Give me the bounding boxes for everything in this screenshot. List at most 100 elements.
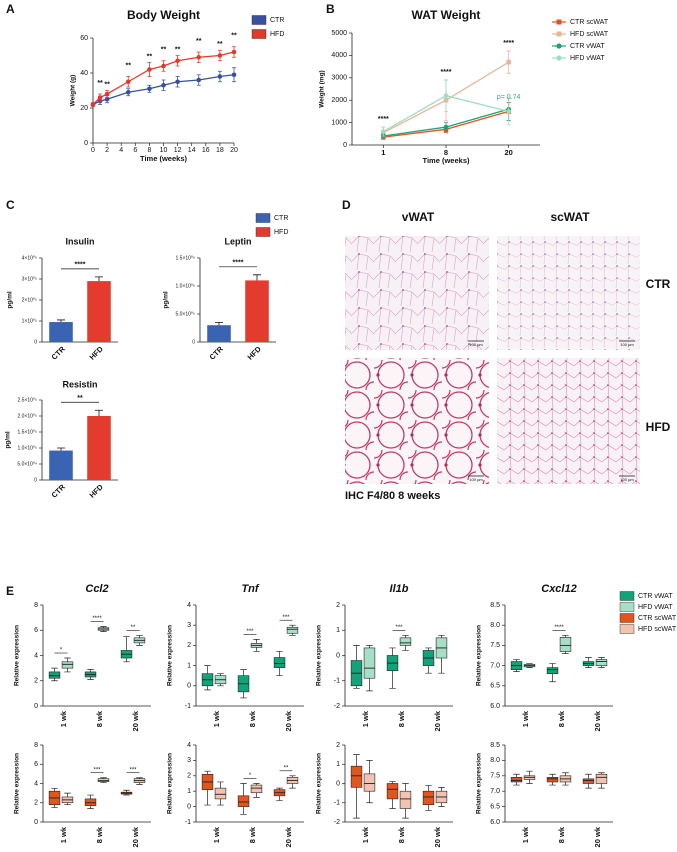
y-axis-label: Relative expression [167, 625, 174, 686]
y-tick-label: -1 [334, 800, 340, 807]
panel-label: A [6, 2, 15, 16]
bar [245, 280, 269, 342]
legend-label: CTR vWAT [570, 43, 605, 50]
y-tick-label: 7.5 [490, 642, 500, 649]
significance: ** [77, 395, 83, 402]
y-tick-label: 2.5×10⁰⁵ [17, 397, 37, 403]
error-bar [57, 319, 65, 323]
column-label: scWAT [550, 210, 590, 224]
y-tick-label: 4000 [331, 52, 347, 59]
y-axis-label: Relative expression [14, 625, 21, 686]
y-tick-label: 6 [34, 761, 38, 768]
legend-label: HFD scWAT [638, 626, 677, 633]
y-tick-label: 20 [80, 105, 88, 112]
x-tick-label: 8 [147, 147, 151, 154]
scale-bar-label: 100 µm [469, 477, 483, 482]
chart-title: Resistin [62, 379, 97, 389]
box [84, 798, 97, 806]
y-tick-label: 0 [34, 339, 37, 345]
y-axis-label: pg/ml [7, 291, 14, 309]
box [363, 647, 376, 679]
x-tick-label: 1 wk [59, 826, 68, 843]
histology-image [345, 358, 489, 484]
y-tick-label: 0 [34, 819, 38, 826]
x-tick-label: 1 [381, 148, 385, 157]
y-tick-label: 3 [187, 757, 191, 764]
x-tick-label: 12 [174, 147, 182, 154]
y-tick-label: 0 [336, 780, 340, 787]
box [559, 637, 572, 652]
box [546, 777, 559, 783]
y-axis-label: Weight (g) [70, 75, 77, 107]
panel-label: D [342, 198, 351, 212]
y-tick-label: -1 [185, 819, 191, 826]
y-tick-label: 2 [187, 642, 191, 649]
point [125, 89, 131, 95]
box [595, 659, 608, 666]
y-axis-label: Relative expression [476, 625, 483, 686]
x-tick-label: CTR [50, 344, 68, 362]
y-axis-label: Relative expression [167, 753, 174, 814]
legend-swatch [619, 602, 635, 612]
legend-swatch [251, 29, 267, 39]
significance: ** [161, 47, 167, 54]
legend-swatch [251, 15, 267, 25]
box [350, 765, 363, 788]
y-tick-label: 6.5 [490, 683, 500, 690]
x-tick-label: HFD [88, 344, 106, 362]
legend-label: HFD [270, 31, 284, 38]
legend-marker [556, 19, 562, 25]
legend-label: CTR scWAT [570, 19, 609, 26]
significance: *** [395, 625, 403, 631]
point [161, 82, 166, 88]
x-tick-label: 14 [188, 147, 196, 154]
box [237, 795, 250, 807]
y-tick-label: -1 [185, 703, 191, 710]
bar [49, 322, 73, 342]
scale-bar-label: 100 µm [620, 477, 634, 482]
x-tick-label: 20 wk [284, 826, 293, 847]
x-tick-label: 1 wk [212, 826, 221, 843]
x-tick-label: 1 wk [521, 826, 530, 843]
legend-label: HFD vWAT [570, 55, 605, 62]
y-tick-label: 3 [187, 622, 191, 629]
box [48, 671, 61, 679]
x-tick-label: 8 wk [95, 826, 104, 843]
point [175, 79, 180, 85]
legend-marker [556, 55, 562, 61]
x-tick-label: 20 [504, 148, 512, 157]
box [97, 778, 110, 782]
box [510, 777, 523, 783]
box [399, 790, 412, 809]
y-axis-label: Relative expression [476, 753, 483, 814]
chart-title: Leptin [225, 236, 252, 246]
x-tick-label: 8 wk [248, 826, 257, 843]
significance: **** [92, 616, 102, 622]
y-tick-label: 6.0 [490, 703, 500, 710]
y-tick-label: 7.5 [490, 773, 500, 780]
y-tick-label: 1.5×10⁰⁶ [176, 255, 196, 261]
panel-label: C [6, 198, 15, 212]
box [286, 626, 299, 634]
y-tick-label: 4 [187, 742, 191, 749]
error-bar [95, 409, 103, 416]
bar [87, 416, 111, 480]
error-bar [215, 322, 223, 326]
y-tick-label: 2 [34, 678, 38, 685]
legend-label: CTR [270, 17, 284, 24]
point [443, 124, 449, 130]
legend-marker [556, 31, 562, 37]
x-tick-label: HFD [88, 482, 106, 500]
y-tick-label: -1 [334, 678, 340, 685]
bar [87, 281, 111, 342]
chart-title: Tnf [241, 583, 259, 595]
box [546, 667, 559, 674]
x-tick-label: 1 wk [59, 710, 68, 727]
point [175, 58, 180, 64]
y-tick-label: 4 [187, 602, 191, 609]
legend-label: CTR scWAT [638, 615, 677, 622]
significance: **** [233, 260, 244, 267]
significance: ** [131, 625, 136, 631]
legend-label: HFD vWAT [638, 604, 673, 611]
y-tick-label: 5000 [331, 30, 347, 37]
